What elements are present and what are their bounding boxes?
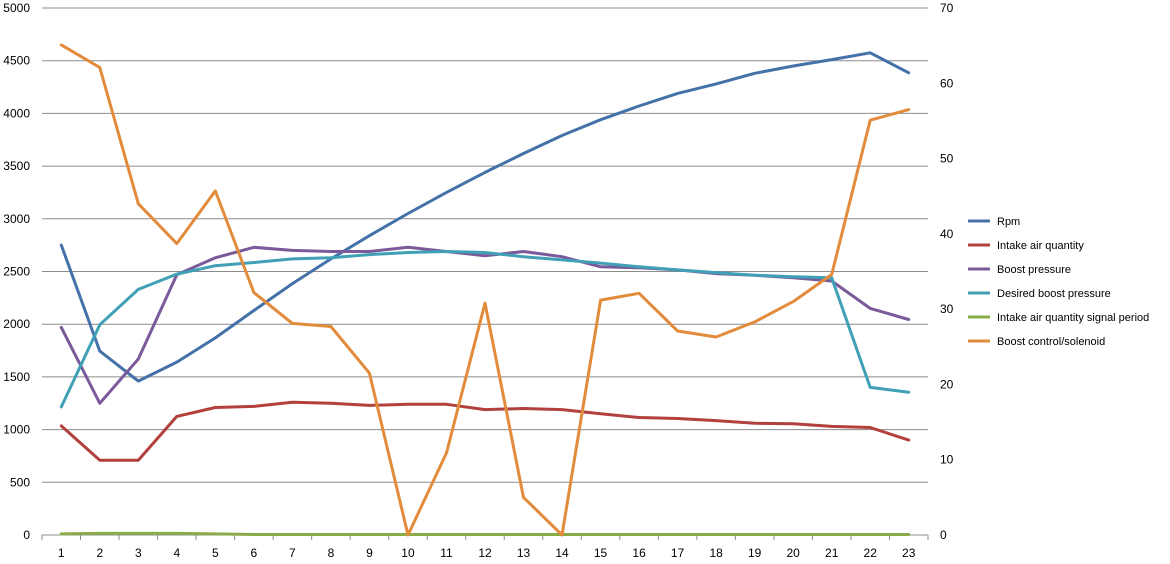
x-tick-label: 20: [786, 546, 800, 560]
x-tick-label: 2: [96, 546, 103, 560]
y-tick-label: 3000: [3, 212, 30, 226]
y2-tick-label: 10: [940, 453, 954, 467]
x-tick-label: 13: [517, 546, 531, 560]
legend-label: Rpm: [997, 216, 1020, 228]
x-tick-label: 21: [825, 546, 839, 560]
x-tick-label: 15: [594, 546, 608, 560]
y2-tick-label: 70: [940, 1, 954, 15]
y2-tick-label: 30: [940, 302, 954, 316]
y2-tick-label: 40: [940, 227, 954, 241]
series-lines: [59, 43, 911, 537]
y-tick-label: 500: [10, 475, 30, 489]
legend: Rpm Intake air quantity Boost pressure Desi…: [968, 216, 1149, 348]
y-tick-label: 3500: [3, 159, 30, 173]
x-tick-label: 18: [709, 546, 723, 560]
legend-label: Intake air quantity signal period: [997, 312, 1149, 324]
series-line: [59, 250, 911, 409]
series-line: [59, 531, 911, 536]
x-tick-label: 23: [902, 546, 916, 560]
x-tick-label: 22: [864, 546, 878, 560]
legend-label: Boost pressure: [997, 264, 1071, 276]
legend-label: Intake air quantity: [997, 240, 1084, 252]
x-tick-label: 17: [671, 546, 685, 560]
y-tick-label: 2000: [3, 317, 30, 331]
y2-tick-label: 50: [940, 152, 954, 166]
y-tick-label: 1000: [3, 423, 30, 437]
series-line: [59, 400, 911, 462]
left-y-axis: 0 500 1000 1500 2000 2500 3000 3500 4000 4500 5000: [3, 1, 30, 542]
y2-tick-label: 20: [940, 377, 954, 391]
y-tick-label: 1500: [3, 370, 30, 384]
series-line: [59, 43, 911, 537]
y2-tick-label: 60: [940, 76, 954, 90]
series-line: [59, 51, 911, 383]
x-tick-label: 1: [58, 546, 65, 560]
x-tick-label: 11: [440, 546, 453, 560]
y-tick-label: 2500: [3, 265, 30, 279]
legend-label: Boost control/solenoid: [997, 336, 1105, 348]
x-axis: 1 2 3 4 5 6 7 8 9 10 11 12 13 14 15 16 17 18 19 20 21 22 23: [41, 535, 929, 560]
x-tick-label: 12: [478, 546, 492, 560]
x-tick-label: 6: [251, 546, 258, 560]
x-tick-label: 5: [212, 546, 219, 560]
y-tick-label: 4000: [3, 106, 30, 120]
x-tick-label: 9: [366, 546, 373, 560]
x-tick-label: 10: [401, 546, 415, 560]
legend-label: Desired boost pressure: [997, 288, 1111, 300]
x-tick-label: 7: [289, 546, 296, 560]
x-tick-label: 4: [173, 546, 180, 560]
right-y-axis: 0 10 20 30 40 50 60 70: [940, 1, 954, 542]
y-tick-label: 0: [23, 528, 30, 542]
x-tick-label: 19: [748, 546, 762, 560]
x-tick-label: 14: [555, 546, 569, 560]
x-tick-label: 3: [135, 546, 142, 560]
y2-tick-label: 0: [940, 528, 947, 542]
x-tick-label: 8: [328, 546, 335, 560]
y-tick-label: 4500: [3, 54, 30, 68]
x-tick-label: 16: [632, 546, 646, 560]
y-tick-label: 5000: [3, 1, 30, 15]
gridlines: [42, 7, 928, 483]
